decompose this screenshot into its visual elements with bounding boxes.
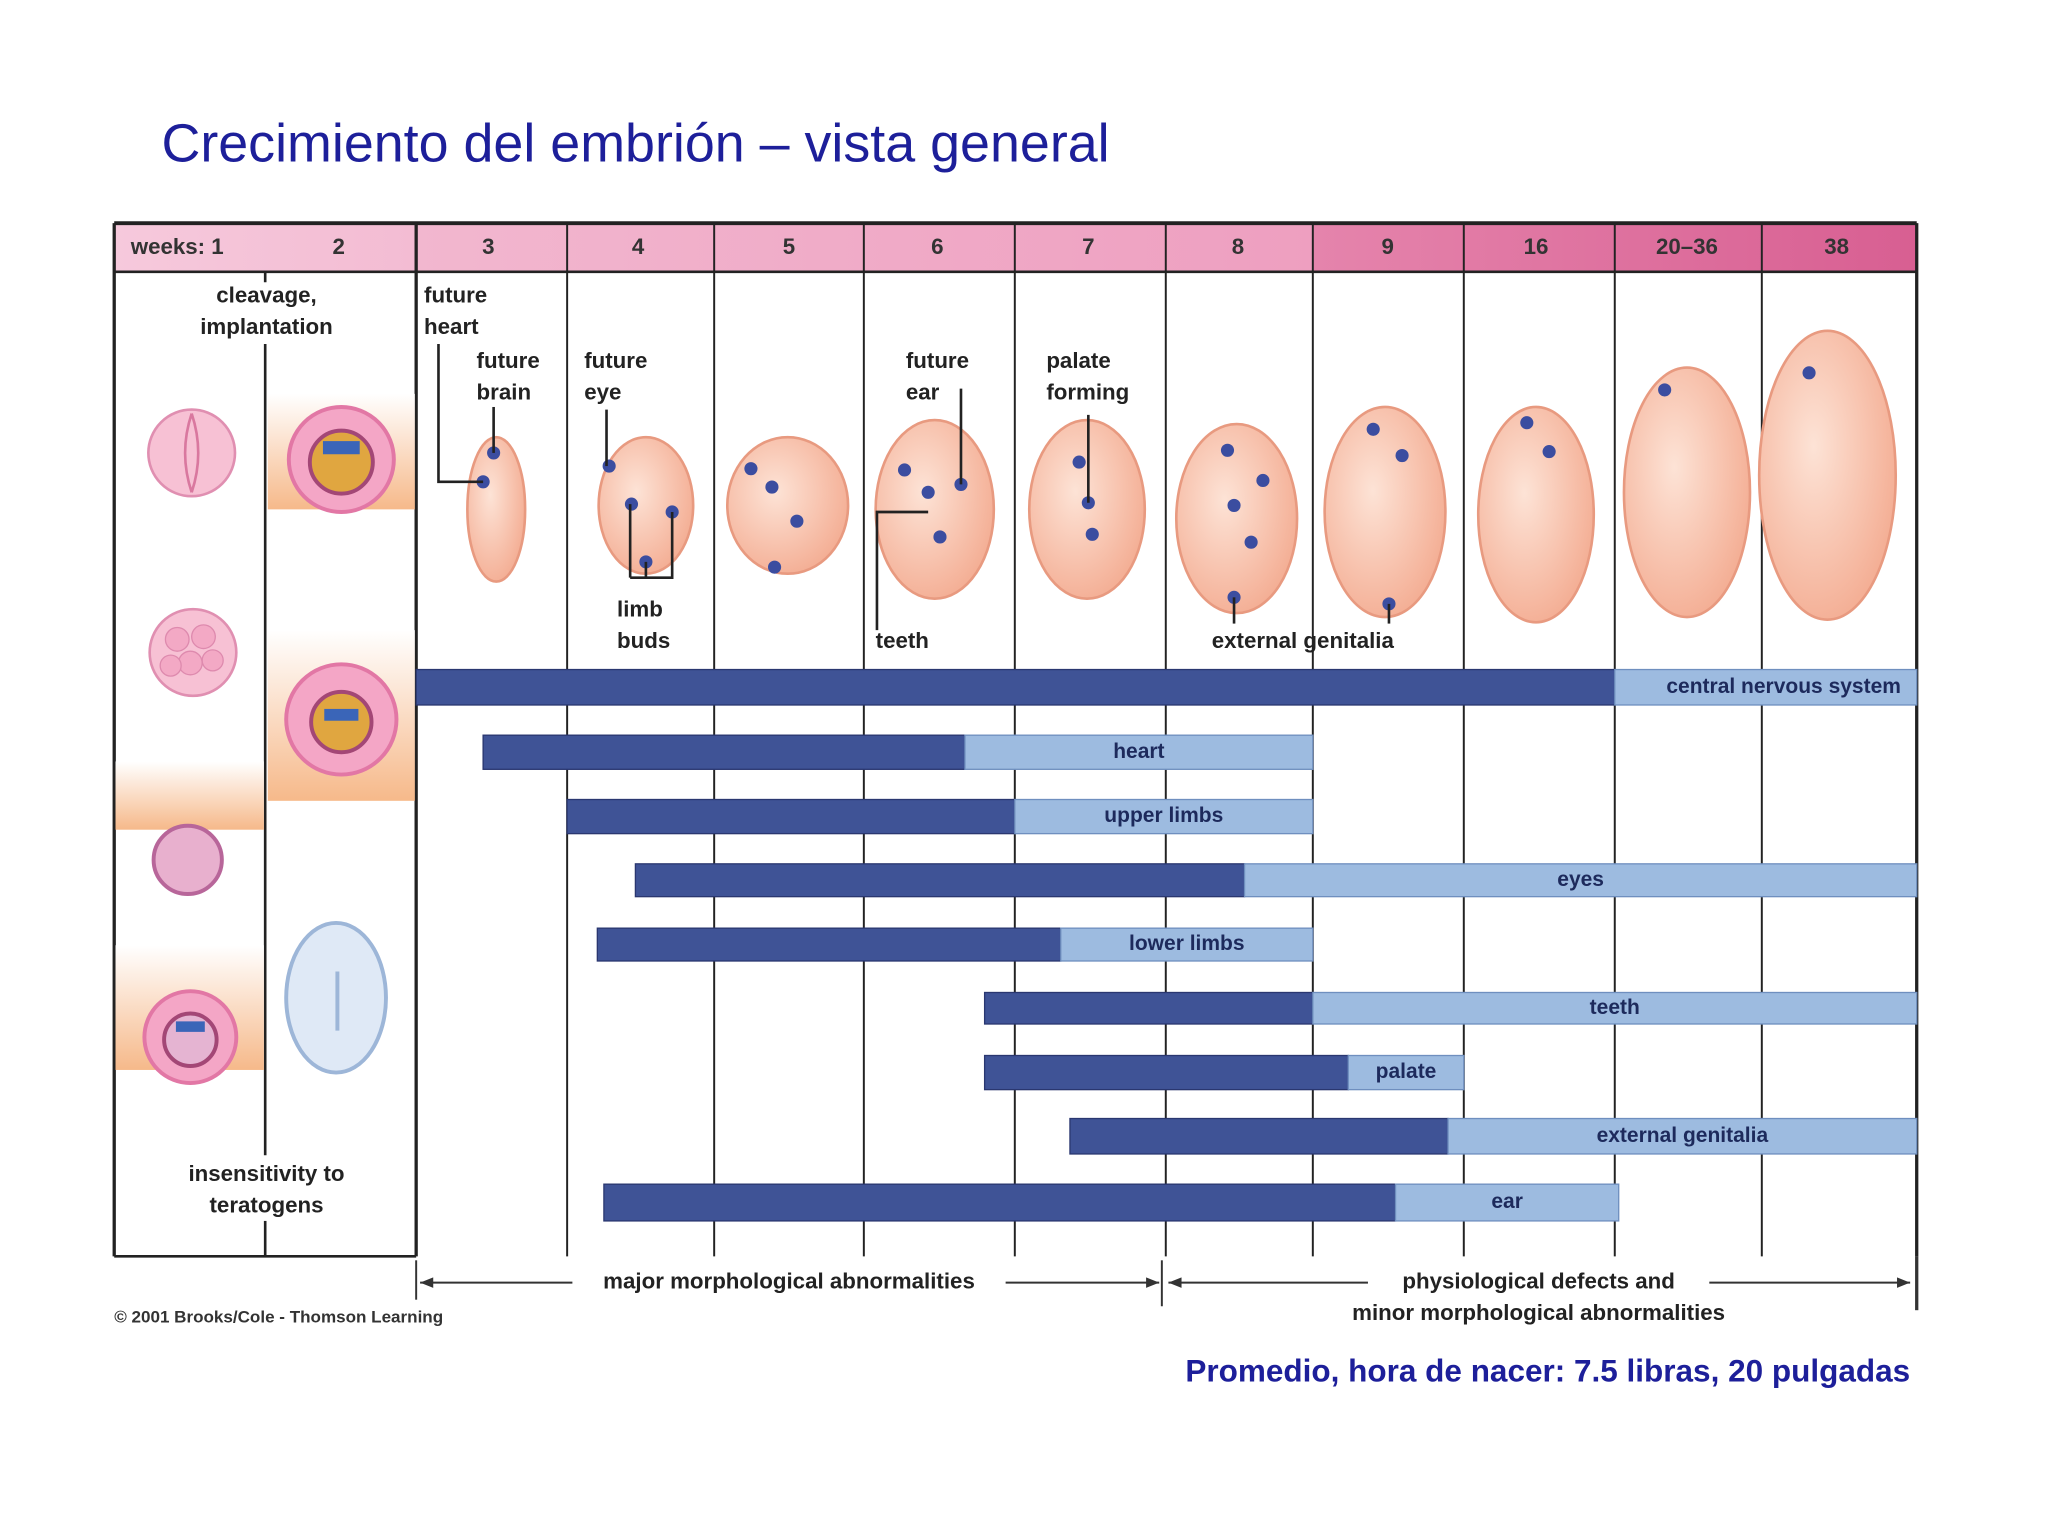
bar-light (964, 734, 1314, 770)
annotation: ear (906, 380, 940, 405)
period-label: major morphological abnormalities (603, 1269, 975, 1294)
week-label: weeks: 1 (130, 234, 224, 259)
bar-dark (566, 798, 1016, 835)
annotation: brain (477, 380, 532, 405)
bar-dark (983, 1054, 1349, 1091)
bar-label: eyes (1557, 868, 1604, 891)
period-label: minor morphological abnormalities (1352, 1300, 1725, 1325)
annotation: future (584, 348, 647, 373)
organ-dots (476, 366, 1816, 611)
bar-label: lower limbs (1129, 932, 1245, 955)
early-stages (115, 393, 415, 1086)
title: Crecimiento del embrión – vista general (161, 113, 1109, 173)
header-band (114, 223, 417, 272)
annotation: implantation (200, 314, 333, 339)
bar-light (1060, 927, 1314, 962)
week-label: 7 (1082, 234, 1094, 259)
credit: © 2001 Brooks/Cole - Thomson Learning (114, 1308, 443, 1327)
annotation: external genitalia (1212, 628, 1395, 653)
bar-light (1347, 1054, 1465, 1091)
bar-label: upper limbs (1104, 804, 1223, 827)
week-label: 9 (1381, 234, 1393, 259)
week-label: 8 (1232, 234, 1244, 259)
footer: Promedio, hora de nacer: 7.5 libras, 20 … (1185, 1353, 1910, 1389)
annotation: heart (424, 314, 479, 339)
bar-dark (603, 1183, 1397, 1222)
week-label: 16 (1524, 234, 1549, 259)
week-label: 6 (931, 234, 943, 259)
bar-light (1447, 1117, 1918, 1155)
label-bg (572, 1268, 1006, 1298)
annotation: future (906, 348, 969, 373)
annotation: limb (617, 596, 663, 621)
annotation: teratogens (210, 1192, 324, 1217)
bar-dark (482, 734, 966, 770)
leader-lines (437, 343, 1391, 631)
bar-light (1614, 668, 1918, 706)
week-label: 20–36 (1656, 234, 1718, 259)
annotation: insensitivity to (188, 1161, 344, 1186)
bar-dark (1069, 1117, 1449, 1155)
bar-dark (634, 863, 1246, 898)
bar-light (1243, 863, 1918, 898)
bar-light (1312, 991, 1918, 1025)
bar-dark (596, 927, 1062, 962)
embryos (466, 329, 1898, 624)
bar-label: ear (1491, 1190, 1523, 1213)
bar-light (1014, 798, 1314, 835)
annotation: eye (584, 380, 621, 405)
annotation: cleavage, (216, 283, 316, 308)
bar-label: external genitalia (1597, 1124, 1769, 1147)
bar-dark (415, 668, 1616, 706)
week-label: 5 (783, 234, 795, 259)
bar-label: palate (1376, 1060, 1437, 1083)
annotation: future (477, 348, 540, 373)
annotation: palate (1046, 348, 1110, 373)
week-label: 3 (482, 234, 494, 259)
label-bg (1367, 1268, 1710, 1298)
period-label: physiological defects and (1402, 1269, 1675, 1294)
week-label: 2 (333, 234, 345, 259)
annotation: teeth (876, 628, 929, 653)
annotation: future (424, 283, 487, 308)
annotation: forming (1046, 380, 1129, 405)
bar-label: teeth (1590, 996, 1640, 1019)
week-label: 38 (1824, 234, 1849, 259)
bar-light (1394, 1183, 1620, 1222)
bar-label: heart (1113, 740, 1164, 763)
bar-dark (983, 991, 1314, 1025)
bar-label: central nervous system (1666, 675, 1901, 698)
annotation: buds (617, 628, 670, 653)
week-label: 4 (632, 234, 645, 259)
